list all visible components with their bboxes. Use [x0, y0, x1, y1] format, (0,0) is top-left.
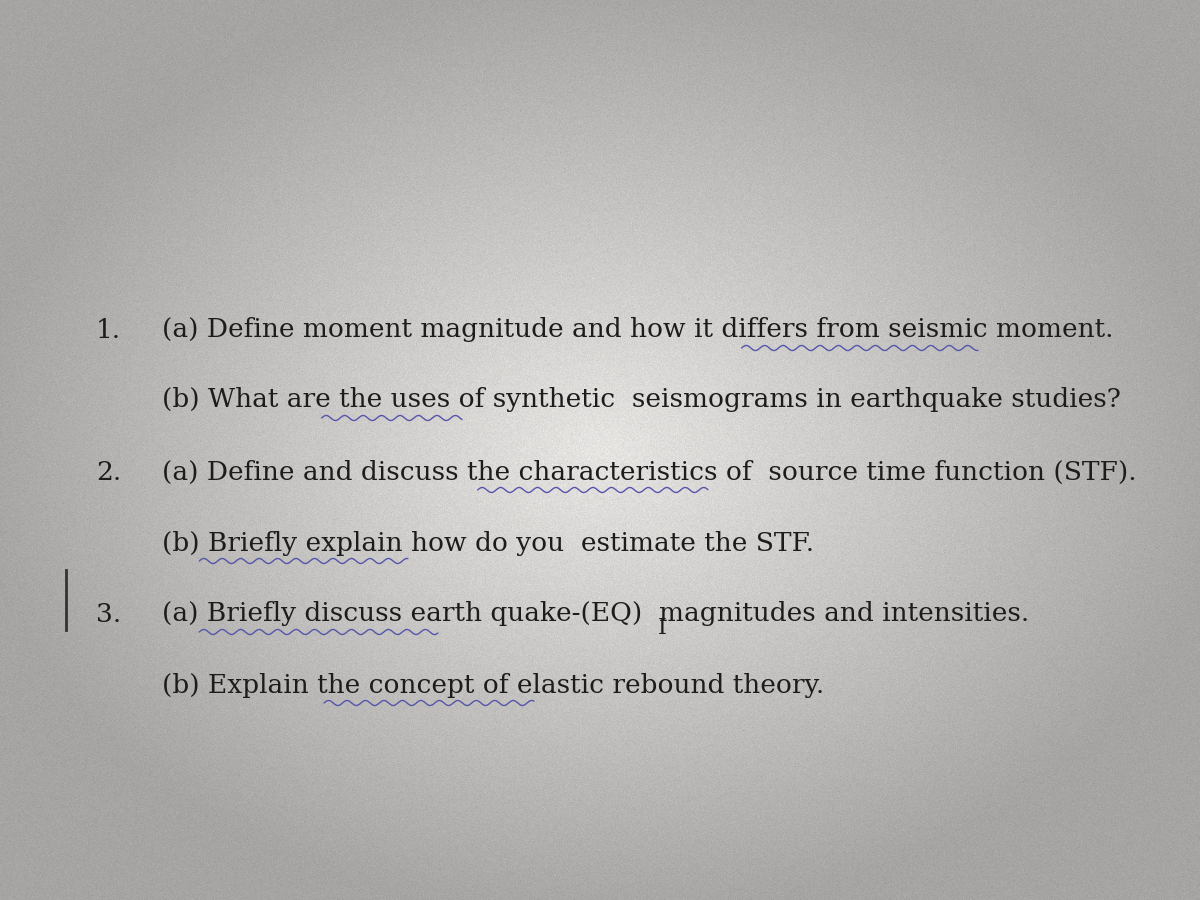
Text: 1.: 1.	[96, 318, 121, 343]
Text: I: I	[658, 616, 666, 639]
Text: (b) What are the uses of synthetic  seismograms in earthquake studies?: (b) What are the uses of synthetic seism…	[162, 388, 1121, 412]
Text: (a) Define and discuss the characteristics of  source time function (STF).: (a) Define and discuss the characteristi…	[162, 460, 1136, 484]
Text: (b) Explain the concept of elastic rebound theory.: (b) Explain the concept of elastic rebou…	[162, 672, 824, 698]
Text: (b) Briefly explain how do you  estimate the STF.: (b) Briefly explain how do you estimate …	[162, 530, 814, 555]
Text: 2.: 2.	[96, 460, 121, 484]
Text: (a) Define moment magnitude and how it differs from seismic moment.: (a) Define moment magnitude and how it d…	[162, 318, 1114, 343]
Text: 3.: 3.	[96, 601, 121, 626]
Text: (a) Briefly discuss earth quake-(EQ)  magnitudes and intensities.: (a) Briefly discuss earth quake-(EQ) mag…	[162, 601, 1030, 626]
